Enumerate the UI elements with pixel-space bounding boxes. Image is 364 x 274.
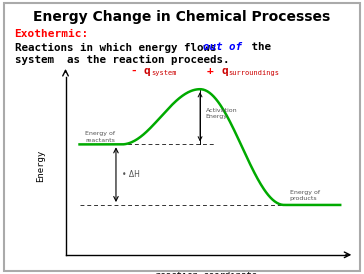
Text: Energy of
reactants: Energy of reactants [85,132,115,142]
Text: q: q [221,66,228,76]
Text: -: - [131,66,145,76]
Text: +: + [207,66,221,76]
Text: out of: out of [203,42,242,52]
Text: reaction coordinate: reaction coordinate [155,271,257,274]
Text: Energy: Energy [36,150,45,182]
Text: the: the [245,42,270,52]
Text: Reactions in which energy flows: Reactions in which energy flows [15,42,222,53]
Text: Energy Change in Chemical Processes: Energy Change in Chemical Processes [33,10,331,24]
Text: Activation
Energy: Activation Energy [206,108,237,119]
Text: Energy of
products: Energy of products [290,190,320,201]
Text: system: system [151,70,177,76]
Text: • ΔH: • ΔH [122,170,139,179]
Text: surroundings: surroundings [229,70,280,76]
Text: Exothermic:: Exothermic: [15,29,89,39]
Text: q: q [144,66,151,76]
Text: system  as the reaction proceeds.: system as the reaction proceeds. [15,55,229,65]
